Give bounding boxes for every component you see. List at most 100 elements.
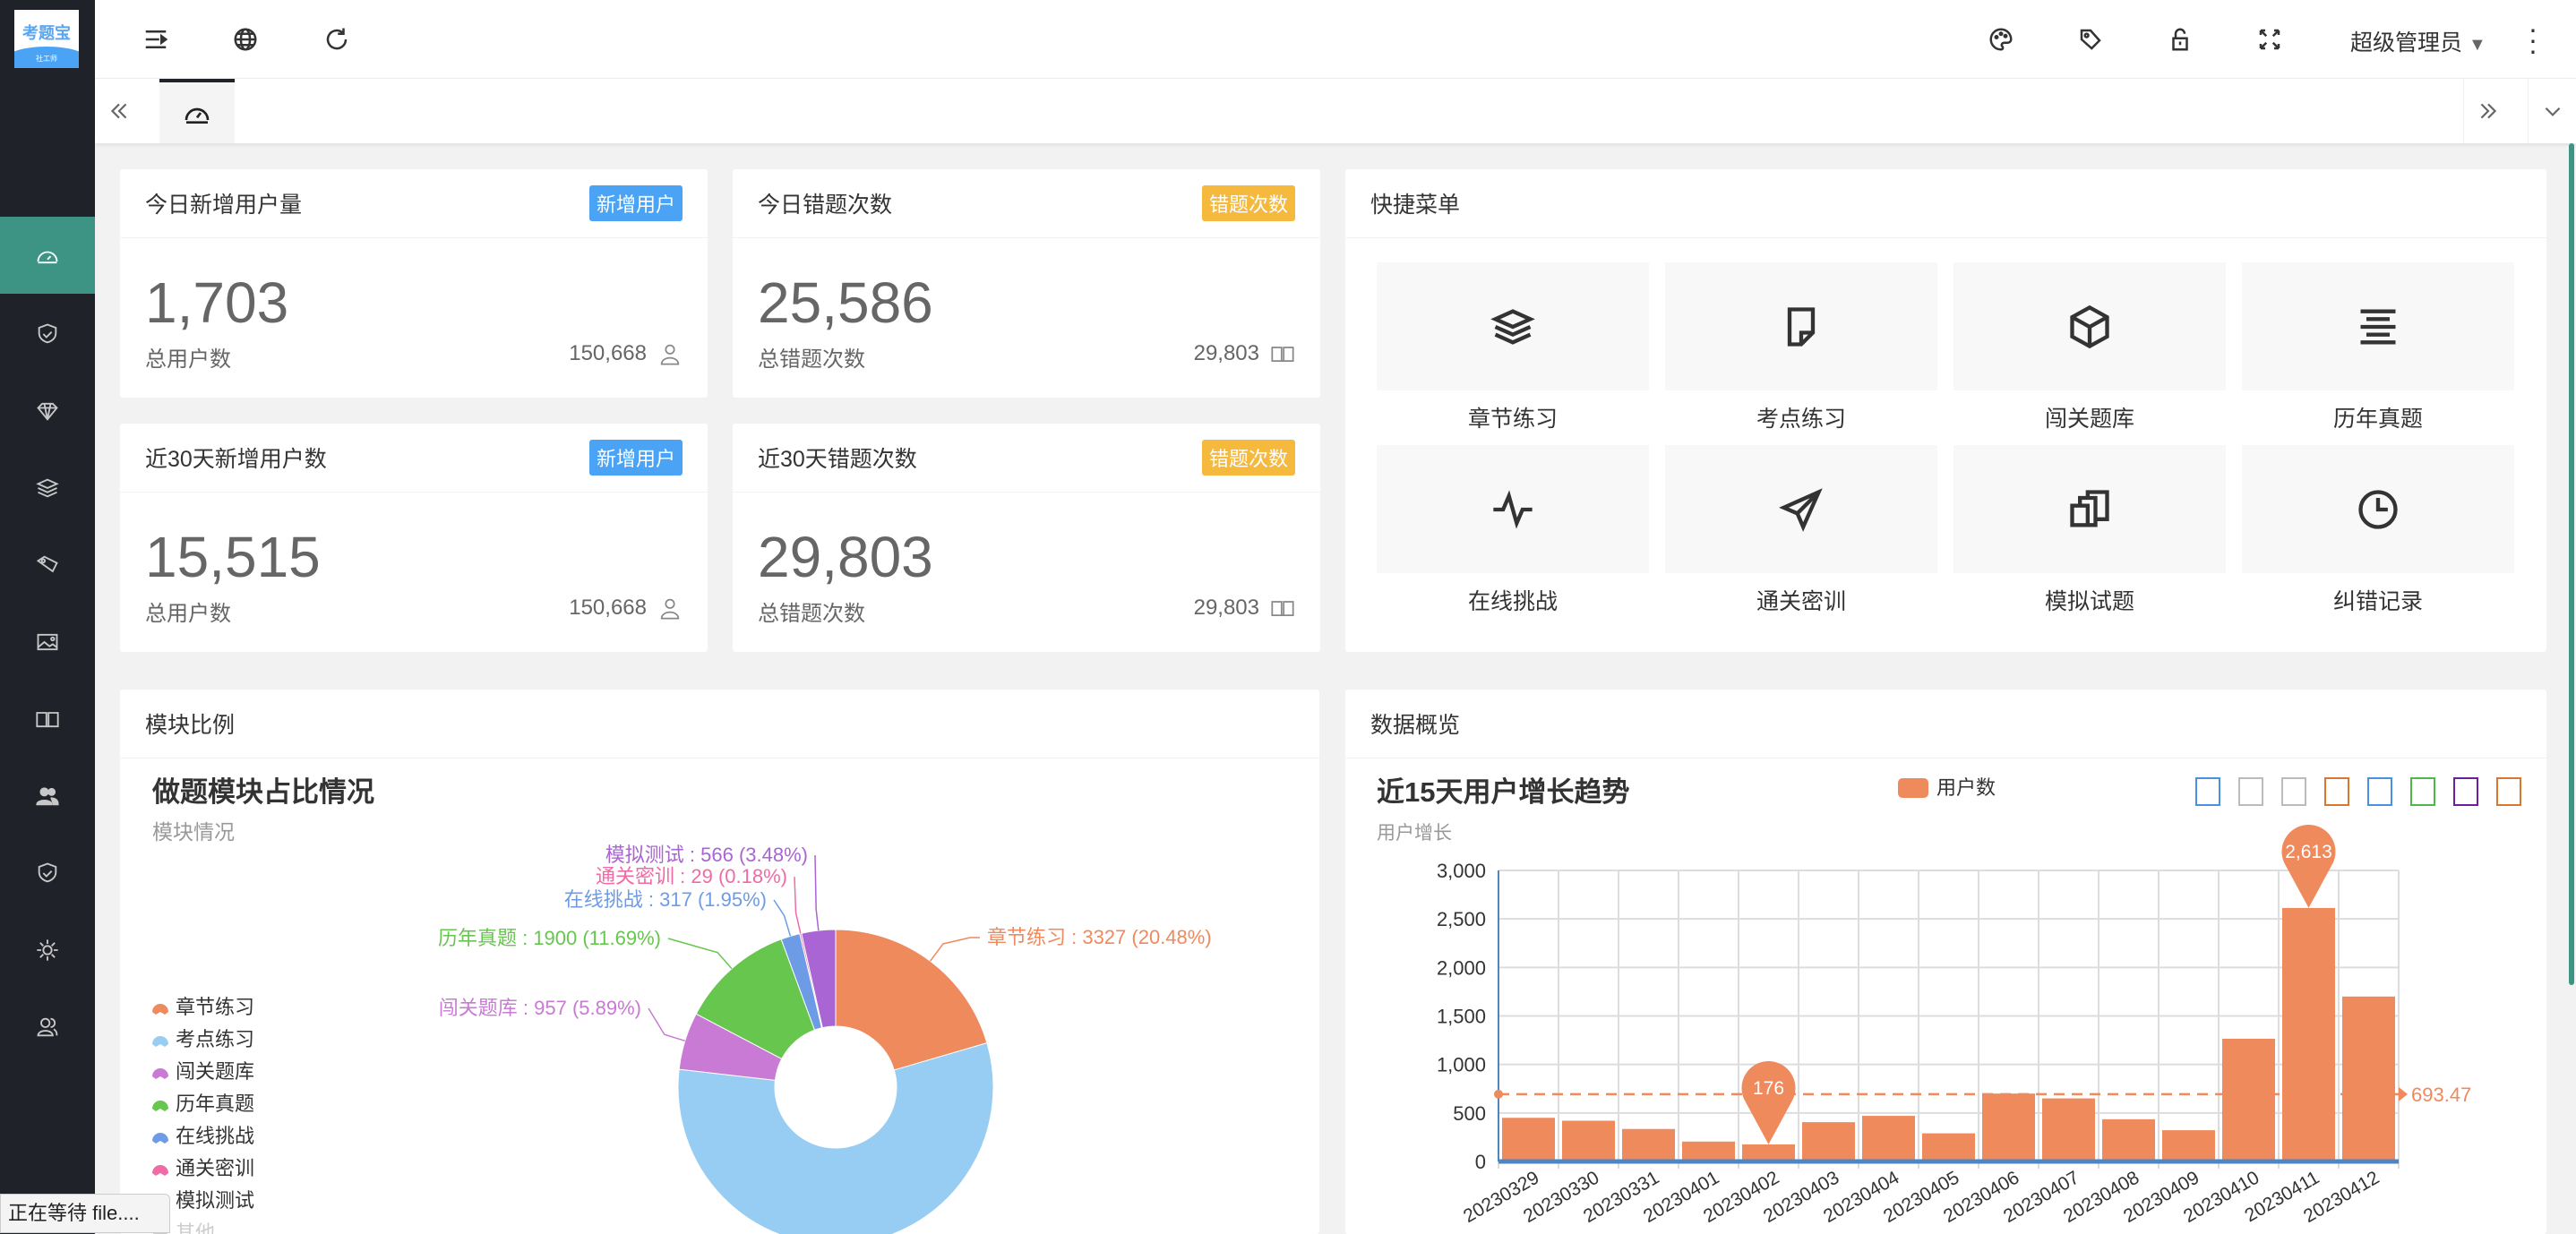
quick-tile-4[interactable]: [2242, 262, 2514, 390]
caret-down-icon: ▼: [2468, 35, 2486, 55]
line-icon[interactable]: [2367, 777, 2392, 806]
sidebar-item-5[interactable]: [0, 527, 95, 604]
user-menu[interactable]: 超级管理员 ▼: [2350, 25, 2486, 57]
bar[interactable]: [2102, 1118, 2155, 1161]
bar[interactable]: [1622, 1128, 1675, 1161]
legend-item[interactable]: 在线挑战: [152, 1125, 254, 1147]
quick-tile-label[interactable]: 章节练习: [1467, 407, 1558, 432]
sidebar-item-8[interactable]: [0, 758, 95, 835]
legend-item[interactable]: 历年真题: [152, 1093, 254, 1115]
bar[interactable]: [1562, 1120, 1615, 1162]
legend-item[interactable]: 通关密训: [152, 1157, 254, 1179]
quick-tile-label[interactable]: 历年真题: [2332, 407, 2423, 432]
logo-subtext: 社工师: [14, 47, 79, 68]
scroll-right-icon[interactable]: [2463, 79, 2512, 143]
y-tick-label: 1,000: [1437, 1054, 1486, 1076]
legend-item[interactable]: 章节练习: [152, 996, 254, 1018]
tag-icon[interactable]: [2074, 23, 2107, 56]
sidebar-item-4[interactable]: [0, 450, 95, 527]
restore-icon[interactable]: [2453, 777, 2478, 806]
logo[interactable]: 考题宝 社工师: [14, 10, 79, 68]
bar[interactable]: [2282, 907, 2335, 1161]
y-tick-label: 2,000: [1437, 956, 1486, 979]
quick-tile-label[interactable]: 考点练习: [1756, 407, 1846, 432]
pie-subtitle: 模块情况: [152, 820, 235, 844]
save-icon[interactable]: [2496, 777, 2521, 806]
fullscreen-icon[interactable]: [2254, 23, 2286, 56]
sidebar-item-10[interactable]: [0, 912, 95, 989]
quick-tile-3[interactable]: [1953, 262, 2226, 390]
pie-slice[interactable]: [677, 1042, 994, 1234]
quick-tile-1[interactable]: [1377, 262, 1649, 390]
bar[interactable]: [1922, 1133, 1975, 1161]
sidebar-item-1[interactable]: [0, 217, 95, 294]
quick-tile-label[interactable]: 通关密训: [1756, 589, 1846, 614]
sidebar-item-11[interactable]: [0, 989, 95, 1066]
book-icon: [36, 712, 59, 728]
legend-item[interactable]: 考点练习: [152, 1028, 254, 1050]
bar-icon[interactable]: [2410, 777, 2435, 806]
bar[interactable]: [1682, 1141, 1735, 1161]
more-icon[interactable]: · · ·: [2528, 13, 2538, 66]
bar[interactable]: [1802, 1122, 1855, 1161]
stat-value: 25,586: [758, 270, 933, 335]
quick-tile-label[interactable]: 在线挑战: [1467, 589, 1558, 614]
sidebar-item-3[interactable]: [0, 373, 95, 450]
pie-label: 通关密训 : 29 (0.18%): [596, 865, 787, 887]
status-tooltip: 正在等待 file....: [0, 1194, 170, 1233]
quick-tile-6[interactable]: [1665, 445, 1937, 573]
bar[interactable]: [2162, 1130, 2215, 1161]
bar[interactable]: [1982, 1093, 2035, 1161]
data-view-icon[interactable]: [2324, 777, 2349, 806]
sidebar-item-9[interactable]: [0, 835, 95, 912]
sidebar-item-2[interactable]: [0, 296, 95, 373]
stat-sub-value: 150,668: [569, 596, 647, 620]
quick-tile-label[interactable]: 模拟试题: [2044, 589, 2134, 614]
tag-icon: [36, 555, 58, 573]
quick-tile-8[interactable]: [2242, 445, 2514, 573]
bar[interactable]: [2042, 1098, 2095, 1161]
quick-tile-label[interactable]: 纠错记录: [2332, 589, 2423, 614]
palette-icon[interactable]: [1985, 23, 2017, 56]
quick-tile-5[interactable]: [1377, 445, 1649, 573]
legend-label: 其他: [176, 1221, 215, 1234]
lock-icon[interactable]: [2164, 23, 2196, 56]
mark-icon[interactable]: [2195, 777, 2220, 806]
refresh-icon[interactable]: [321, 23, 353, 56]
tab-dashboard[interactable]: [159, 79, 235, 143]
bar[interactable]: [2342, 996, 2395, 1161]
mark-point[interactable]: 2,613: [2281, 824, 2336, 908]
legend-swatch: [152, 1036, 168, 1047]
quick-tile-label[interactable]: 闯关题库: [2044, 407, 2134, 432]
mark-clear-icon[interactable]: [2281, 777, 2306, 806]
bar[interactable]: [1742, 1144, 1795, 1161]
copy-icon: [2070, 489, 2109, 527]
bar[interactable]: [1502, 1118, 1555, 1161]
mark-undo-icon[interactable]: [2238, 777, 2263, 806]
user-name: 超级管理员: [2350, 30, 2463, 56]
scrollbar[interactable]: [2569, 143, 2574, 985]
bar[interactable]: [2222, 1038, 2275, 1161]
tab-options-chevron-icon[interactable]: [2528, 79, 2576, 143]
sidebar-item-7[interactable]: [0, 681, 95, 758]
bar[interactable]: [1862, 1116, 1915, 1161]
quick-tile-7[interactable]: [1953, 445, 2226, 573]
mark-point[interactable]: 176: [1741, 1060, 1796, 1144]
pie-slice[interactable]: [835, 929, 988, 1071]
y-tick-label: 0: [1475, 1151, 1486, 1173]
scroll-left-icon[interactable]: [95, 79, 143, 143]
legend-label: 闯关题库: [176, 1060, 254, 1083]
legend-swatch: [152, 1133, 168, 1144]
pie-label: 模拟测试 : 566 (3.48%): [605, 844, 808, 866]
legend-item[interactable]: 闯关题库: [152, 1060, 254, 1083]
y-tick-label: 3,000: [1437, 860, 1486, 882]
quick-tile-2[interactable]: [1665, 262, 1937, 390]
cube-icon: [2070, 304, 2109, 348]
pie-slice[interactable]: [801, 929, 837, 1029]
menu-toggle-icon[interactable]: [140, 23, 172, 56]
globe-icon[interactable]: [229, 23, 262, 56]
legend-label: 用户数: [1936, 776, 1996, 799]
pie-leader-line: [667, 938, 733, 970]
bar-legend[interactable]: 用户数: [1898, 776, 1996, 799]
sidebar-item-6[interactable]: [0, 604, 95, 681]
